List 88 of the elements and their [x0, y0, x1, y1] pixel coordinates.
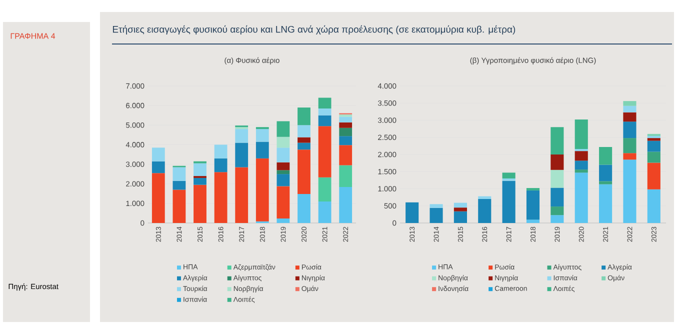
bar: [574, 172, 588, 223]
bar: [623, 106, 636, 112]
bar: [298, 142, 310, 150]
bar: [276, 162, 290, 170]
bar: [502, 178, 516, 181]
bar: [623, 138, 636, 154]
bar: [599, 181, 612, 184]
bar: [406, 202, 419, 223]
bar: [318, 177, 332, 202]
bar: [318, 98, 332, 108]
bar: [298, 125, 310, 138]
bar: [623, 160, 636, 223]
bar: [647, 152, 660, 163]
bar: [172, 190, 186, 223]
bar: [276, 186, 290, 218]
bar: [647, 138, 660, 141]
bar: [574, 160, 588, 170]
bar: [172, 167, 186, 181]
bar: [339, 128, 352, 136]
bar: [454, 211, 467, 223]
bar: [526, 190, 540, 220]
bar: [339, 122, 352, 128]
bar: [298, 150, 310, 194]
bar: [339, 165, 352, 187]
bar: [152, 161, 165, 174]
bar: [194, 163, 206, 176]
bar: [339, 186, 352, 223]
bar: [235, 167, 248, 223]
bar: [550, 206, 564, 216]
bar: [550, 127, 564, 154]
bar: [623, 112, 636, 122]
bar: [574, 151, 588, 161]
bar: [647, 136, 660, 138]
bar: [214, 158, 228, 172]
bar: [339, 116, 352, 122]
bar: [235, 142, 248, 168]
bar: [214, 144, 228, 158]
bar: [647, 162, 660, 190]
bar: [276, 170, 290, 174]
bar: [526, 220, 540, 223]
bar: [214, 172, 228, 223]
bar: [647, 140, 660, 152]
bar: [623, 101, 636, 106]
bar: [623, 153, 636, 160]
bar: [152, 173, 165, 223]
bar: [298, 137, 310, 143]
bar: [298, 194, 310, 223]
bar: [256, 142, 269, 158]
bar: [502, 180, 516, 223]
bar: [256, 129, 269, 142]
bar: [478, 196, 492, 200]
bar: [256, 158, 269, 222]
bar: [647, 189, 660, 223]
bar: [194, 184, 206, 223]
bar: [574, 120, 588, 150]
bar: [454, 208, 467, 212]
bar: [599, 164, 612, 182]
bar: [276, 136, 290, 148]
bar: [599, 184, 612, 223]
bar: [430, 208, 443, 223]
text: ΓΡΑΦΗΜΑ 4: [10, 33, 56, 39]
bar: [574, 170, 588, 173]
bar: [276, 148, 290, 162]
bar: [235, 129, 248, 143]
bar: [502, 172, 516, 178]
bar: [276, 121, 290, 137]
bar: [318, 126, 332, 178]
bar: [318, 108, 332, 116]
bar: [599, 146, 612, 165]
bar: [550, 154, 564, 170]
text: Ετήσιες εισαγωγές φυσικού αερίου και LNG ανά χώρα προέλευσης (σε εκατομμύρια κυβ. μέτρα): [112, 25, 516, 35]
bar: [298, 108, 310, 126]
bar: [339, 145, 352, 166]
bar: [550, 170, 564, 188]
bar: [550, 215, 564, 223]
bar: [172, 180, 186, 190]
bar: [339, 136, 352, 146]
bar: [318, 115, 332, 126]
bar: [152, 148, 165, 162]
bar: [454, 202, 467, 208]
bar: [276, 174, 290, 186]
bar: [623, 122, 636, 138]
bar: [430, 204, 443, 208]
bar: [478, 199, 492, 223]
bar: [276, 218, 290, 223]
bar: [194, 178, 206, 185]
bar: [318, 201, 332, 223]
bar: [550, 188, 564, 207]
